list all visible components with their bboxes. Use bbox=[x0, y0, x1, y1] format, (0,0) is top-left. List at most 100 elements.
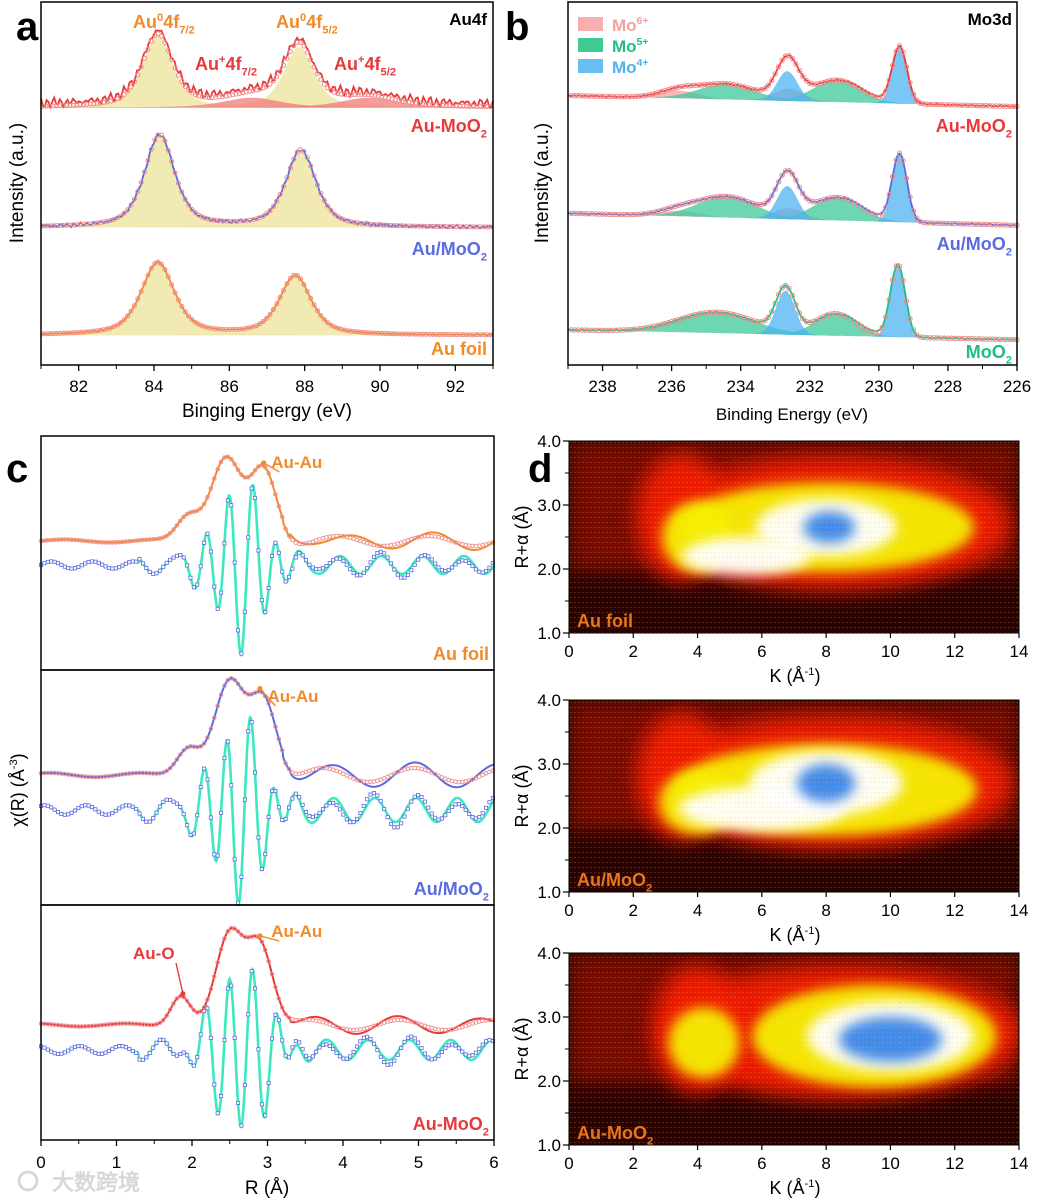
fit-marker bbox=[186, 202, 192, 208]
imaginary-data-marker bbox=[290, 1045, 295, 1050]
imaginary-data-marker bbox=[290, 796, 295, 801]
fit-marker bbox=[713, 81, 720, 87]
imaginary-data-marker bbox=[83, 803, 88, 808]
fit-marker bbox=[430, 223, 436, 229]
fit-marker bbox=[644, 324, 651, 331]
fit-marker bbox=[484, 104, 490, 110]
fit-marker bbox=[118, 213, 124, 219]
fit-marker bbox=[131, 303, 137, 309]
fit-marker bbox=[396, 97, 402, 103]
fit-marker bbox=[230, 218, 236, 224]
fit-marker bbox=[342, 327, 348, 333]
fit-marker bbox=[298, 276, 304, 282]
imaginary-data-marker bbox=[55, 810, 60, 815]
imaginary-data-marker bbox=[79, 804, 84, 809]
imaginary-data-marker bbox=[388, 821, 393, 826]
imaginary-data-marker bbox=[314, 813, 319, 818]
magnitude-fit-marker bbox=[269, 480, 275, 486]
fit-marker bbox=[775, 179, 782, 185]
fit-marker bbox=[983, 103, 989, 109]
fit-marker bbox=[796, 310, 803, 316]
fit-marker bbox=[651, 90, 658, 97]
imaginary-data-marker bbox=[402, 575, 407, 580]
legend-swatch bbox=[578, 59, 603, 73]
fit-marker bbox=[679, 315, 685, 322]
imaginary-data-marker bbox=[55, 561, 60, 566]
fit-marker bbox=[724, 80, 730, 87]
magnitude-fit-marker bbox=[385, 774, 390, 780]
component-peak-Auplus bbox=[41, 97, 493, 108]
fit-marker bbox=[896, 43, 903, 49]
magnitude-fit-marker bbox=[286, 766, 292, 772]
imaginary-data-marker bbox=[307, 562, 312, 567]
fit-marker bbox=[138, 179, 144, 185]
fit-marker bbox=[277, 294, 283, 300]
fit-marker bbox=[186, 87, 192, 93]
fit-marker bbox=[883, 204, 889, 211]
fit-marker bbox=[1007, 336, 1013, 343]
imaginary-data-marker bbox=[178, 805, 183, 810]
fit-marker bbox=[284, 281, 290, 287]
imaginary-data-marker bbox=[320, 807, 325, 812]
series-2: MoO2 bbox=[567, 262, 1020, 366]
fit-marker bbox=[223, 93, 229, 99]
fit-marker bbox=[148, 38, 154, 44]
fit-marker bbox=[637, 93, 644, 99]
imaginary-data-marker bbox=[181, 555, 186, 560]
fit-marker bbox=[765, 314, 772, 320]
fit-marker bbox=[962, 335, 968, 342]
fit-marker bbox=[727, 81, 734, 87]
imaginary-data-marker bbox=[66, 812, 71, 817]
x-tick-label-part: 226 bbox=[1003, 377, 1031, 396]
x-tick-label: 234 bbox=[727, 377, 755, 396]
fit-marker bbox=[464, 332, 470, 338]
imaginary-data-marker bbox=[86, 1047, 91, 1052]
fit-marker bbox=[213, 326, 219, 332]
fit-marker bbox=[389, 222, 395, 228]
magnitude-fit-marker bbox=[161, 1017, 166, 1023]
imaginary-data-marker bbox=[463, 807, 468, 812]
imaginary-data-marker bbox=[154, 1040, 159, 1045]
fit-marker bbox=[938, 101, 944, 108]
fit-marker bbox=[67, 102, 73, 108]
imaginary-data-marker bbox=[450, 804, 455, 809]
fit-marker bbox=[921, 101, 927, 107]
imaginary-data-marker bbox=[436, 1053, 441, 1058]
magnitude-fit-marker bbox=[201, 741, 207, 746]
magnitude-fit-marker bbox=[225, 454, 231, 459]
fit-marker bbox=[910, 91, 917, 97]
fit-marker bbox=[972, 102, 979, 109]
imaginary-data-marker bbox=[100, 562, 105, 567]
x-axis-label: K (Å-1) bbox=[770, 1178, 821, 1198]
imaginary-data-marker bbox=[310, 815, 315, 820]
fit-marker bbox=[159, 261, 165, 267]
map-label-part: Au-MoO bbox=[577, 1123, 647, 1143]
imaginary-data-marker bbox=[436, 817, 441, 822]
fit-marker bbox=[755, 87, 761, 93]
magnitude-fit-marker bbox=[283, 526, 288, 532]
fit-marker bbox=[834, 77, 841, 83]
fit-marker bbox=[641, 325, 647, 331]
fit-marker bbox=[291, 272, 297, 278]
imaginary-data-marker bbox=[256, 835, 261, 840]
fit-marker bbox=[589, 327, 595, 333]
y-tick-label: 3.0 bbox=[537, 496, 561, 515]
fit-marker bbox=[165, 147, 171, 153]
imaginary-data-marker bbox=[225, 739, 230, 744]
x-axis-label: K (Å-1) bbox=[770, 666, 821, 686]
fit-marker bbox=[959, 102, 965, 108]
fit-marker bbox=[362, 221, 368, 227]
fit-marker bbox=[1003, 222, 1010, 228]
fit-marker bbox=[159, 33, 165, 39]
imaginary-data-marker bbox=[120, 804, 125, 809]
imaginary-data-marker bbox=[368, 1036, 373, 1041]
fit-marker bbox=[748, 200, 754, 206]
fit-marker bbox=[910, 208, 917, 214]
imaginary-data-marker bbox=[45, 803, 50, 808]
imaginary-data-marker bbox=[371, 791, 376, 796]
fit-marker bbox=[403, 223, 409, 229]
imaginary-data-marker bbox=[385, 1062, 390, 1067]
fit-marker bbox=[152, 137, 158, 143]
fit-marker bbox=[579, 93, 585, 99]
fit-marker bbox=[693, 82, 699, 88]
